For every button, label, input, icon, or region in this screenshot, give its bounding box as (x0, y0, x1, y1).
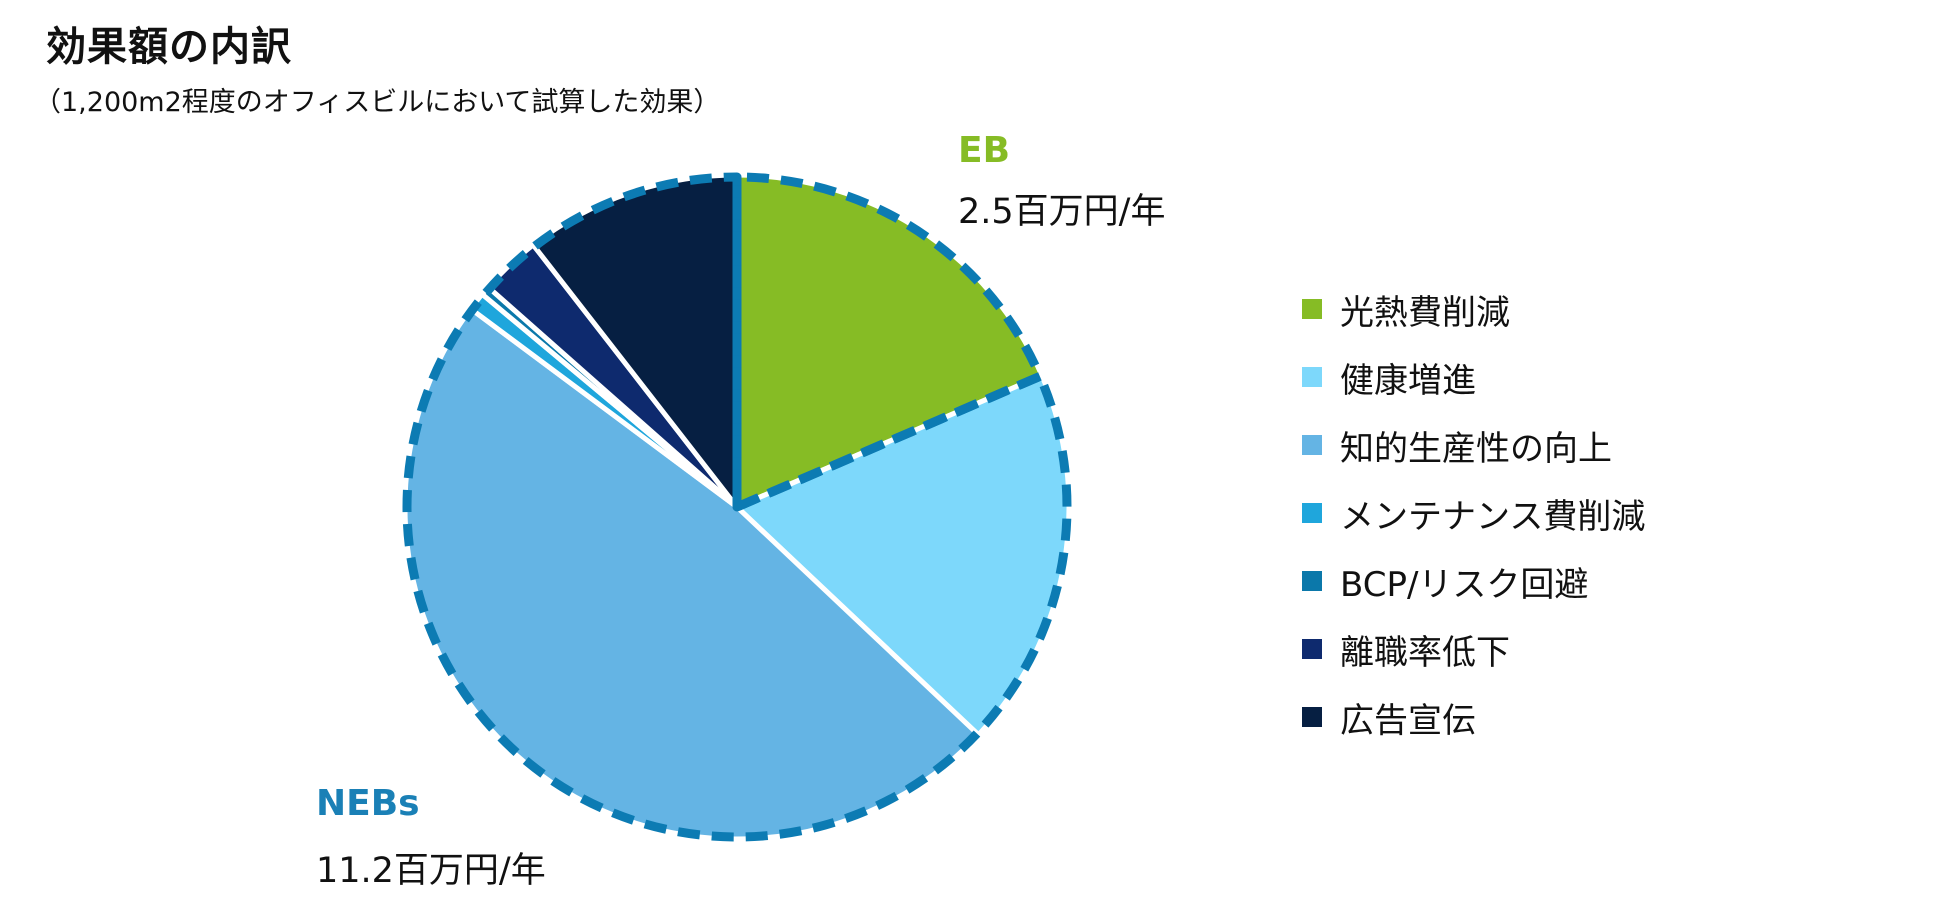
legend-swatch (1302, 367, 1322, 387)
legend-item: BCP/リスク回避 (1302, 547, 1645, 615)
eb-group-label: EB (958, 130, 1011, 171)
legend-swatch (1302, 503, 1322, 523)
legend-item: 光熱費削減 (1302, 275, 1645, 343)
eb-group-outline (732, 172, 1045, 512)
legend-label: 広告宣伝 (1340, 700, 1476, 741)
legend-label: メンテナンス費削減 (1340, 496, 1646, 537)
nebs-group-outline (402, 172, 1072, 842)
legend-item: 知的生産性の向上 (1302, 411, 1645, 479)
legend-label: 離職率低下 (1340, 632, 1510, 673)
nebs-group-label: NEBs (316, 783, 420, 824)
legend-swatch (1302, 571, 1322, 591)
legend-label: 健康増進 (1340, 360, 1476, 401)
page-title: 効果額の内訳 (46, 24, 292, 70)
legend-label: 光熱費削減 (1340, 292, 1510, 333)
eb-group-value: 2.5百万円/年 (958, 192, 1166, 232)
legend-item: 広告宣伝 (1302, 683, 1645, 751)
legend-label: 知的生産性の向上 (1340, 428, 1612, 469)
legend-swatch (1302, 299, 1322, 319)
legend-swatch (1302, 435, 1322, 455)
legend-item: 離職率低下 (1302, 615, 1645, 683)
nebs-group-value: 11.2百万円/年 (316, 851, 546, 891)
page-subtitle: （1,200m2程度のオフィスビルにおいて試算した効果） (34, 87, 721, 118)
legend-item: 健康増進 (1302, 343, 1645, 411)
legend-swatch (1302, 639, 1322, 659)
legend-item: メンテナンス費削減 (1302, 479, 1645, 547)
legend-swatch (1302, 707, 1322, 727)
legend-label: BCP/リスク回避 (1340, 564, 1589, 605)
legend: 光熱費削減 健康増進 知的生産性の向上 メンテナンス費削減 BCP/リスク回避 … (1302, 275, 1645, 751)
